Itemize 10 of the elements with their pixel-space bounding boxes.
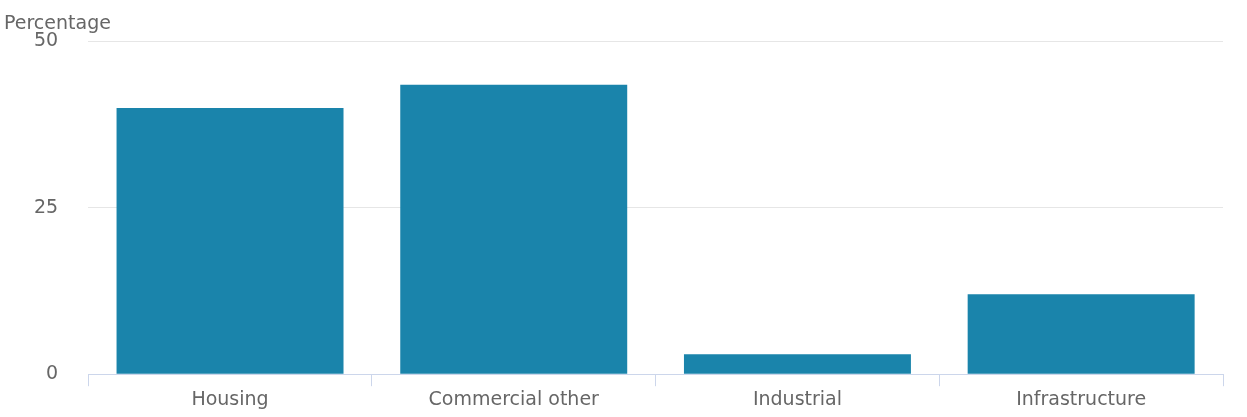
- bar: [683, 354, 911, 374]
- x-tick-label: Commercial other: [428, 386, 600, 409]
- x-tick-label: Industrial: [752, 386, 842, 409]
- x-tick-label: Infrastructure: [1016, 386, 1147, 409]
- y-tick-label: 25: [33, 194, 59, 217]
- bar: [967, 294, 1195, 374]
- y-tick-label: 0: [46, 361, 59, 384]
- bar: [116, 107, 344, 374]
- bar: [400, 84, 628, 374]
- x-tick-label: Housing: [191, 386, 269, 409]
